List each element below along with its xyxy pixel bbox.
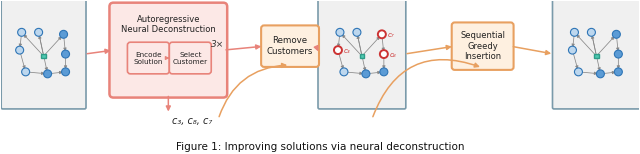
Bar [594, 54, 598, 58]
Circle shape [35, 28, 43, 36]
Circle shape [15, 46, 24, 54]
Circle shape [18, 28, 26, 36]
Text: Sequential
Greedy
Insertion: Sequential Greedy Insertion [460, 31, 505, 61]
Circle shape [353, 28, 361, 36]
Circle shape [614, 50, 622, 58]
Circle shape [588, 28, 595, 36]
Circle shape [380, 50, 388, 58]
FancyBboxPatch shape [261, 25, 319, 67]
Text: Select
Customer: Select Customer [173, 52, 208, 65]
Circle shape [380, 68, 388, 76]
Text: c₇: c₇ [387, 32, 394, 38]
FancyBboxPatch shape [318, 0, 406, 109]
Circle shape [336, 28, 344, 36]
Text: Remove
Customers: Remove Customers [267, 36, 313, 56]
Bar [360, 54, 364, 58]
Text: Encode
Solution: Encode Solution [134, 52, 163, 65]
Circle shape [570, 28, 579, 36]
Text: c₃: c₃ [344, 48, 350, 54]
Circle shape [362, 70, 370, 78]
FancyBboxPatch shape [127, 42, 170, 74]
Text: 3×: 3× [211, 40, 224, 49]
Circle shape [340, 68, 348, 76]
Circle shape [378, 30, 386, 38]
Circle shape [614, 68, 622, 76]
Circle shape [22, 68, 29, 76]
Circle shape [334, 46, 342, 54]
Circle shape [44, 70, 52, 78]
Bar [42, 54, 46, 58]
Text: Figure 1: Improving solutions via neural deconstruction: Figure 1: Improving solutions via neural… [176, 142, 464, 152]
Text: Autoregressive
Neural Deconstruction: Autoregressive Neural Deconstruction [121, 15, 216, 34]
Circle shape [612, 30, 620, 38]
FancyBboxPatch shape [109, 3, 227, 98]
FancyBboxPatch shape [170, 42, 211, 74]
FancyBboxPatch shape [452, 22, 513, 70]
Circle shape [60, 30, 68, 38]
Circle shape [61, 68, 70, 76]
Circle shape [596, 70, 604, 78]
Circle shape [61, 50, 70, 58]
FancyBboxPatch shape [1, 0, 86, 109]
FancyBboxPatch shape [552, 0, 640, 109]
Text: c₈: c₈ [389, 52, 396, 58]
Circle shape [575, 68, 582, 76]
Circle shape [568, 46, 577, 54]
Text: c₃, c₈, c₇: c₃, c₈, c₇ [172, 116, 212, 126]
